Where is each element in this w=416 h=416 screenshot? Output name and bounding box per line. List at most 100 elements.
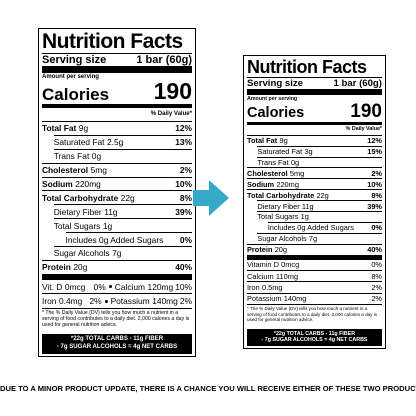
nutrient-name-group: Saturated Fat 3g [257,147,312,156]
nutrient-name-group: Dietary Fiber 11g [257,202,313,211]
nutrient-amount: 0g [91,151,102,162]
nutrient-name-group: Protein 20g [42,262,87,272]
mineral-dv: 2% [89,296,102,306]
nutrient-row: Includes 0g Added Sugars 0% [267,221,382,233]
daily-value-header: % Daily Value* [345,125,382,132]
net-carbs-line: *22g TOTAL CARBS - 11g FIBER [273,330,356,337]
mineral-name-group: Vitamin D 0mcg [247,260,299,269]
calories-row: Calories 190 [247,102,382,121]
serving-row: Serving size 1 bar (60g) [42,53,192,66]
serving-size: 1 bar (60g) [333,77,382,89]
nutrient-dv: 8% [371,190,382,200]
calories-label: Calories [42,85,110,105]
nutrient-name: Trans Fat [257,158,289,168]
nutrient-row: Total Fat 9g 12% [247,134,382,146]
nutrient-name: Sodium [42,178,73,189]
nutrient-amount: 1g [102,220,113,231]
nutrient-name: Trans Fat [53,151,90,162]
nutrient-dv: 12% [175,123,192,134]
mineral-dv: 8% [371,271,382,281]
nutrient-amount: 22g [316,190,329,200]
serving-label: Serving size [42,54,107,67]
mineral-name-group: Calcium 110mg [247,272,298,281]
nutrient-row: Sugar Alcohols 7g [257,232,382,244]
mineral-name: Vitamin D [247,260,279,270]
nutrient-name: Protein [42,262,71,273]
nutrient-name-group: Cholesterol 5mg [42,165,107,175]
nutrient-name-group: Trans Fat 0g [54,151,101,161]
nutrient-row: Total Carbohydrate 22g 8% [247,189,382,200]
nutrient-name: Total Fat [247,136,278,146]
nutrient-name: Sodium [247,179,275,189]
nutrient-amount: 1g [300,212,309,222]
mineral-dv: 2% [371,294,382,304]
mineral-name-group: Iron 0.5mg [247,283,283,292]
nutrient-dv: 0% [371,223,382,233]
nutrient-row: Total Fat 9g 12% [42,120,192,135]
mineral-name: Calcium [114,281,146,292]
nutrient-name-group: Includes 0g Added Sugars [66,235,164,245]
mineral-row: Iron 0.4mg 2% Potassium 140mg 2% [42,293,192,308]
nutrient-amount: 2.5g [107,137,124,148]
medium-rule [247,121,382,125]
nutrient-amount: 11g [104,206,118,217]
mineral-item: Calcium 120mg 10% [115,282,192,292]
nutrient-amount: 5mg [90,165,107,176]
nutrition-label-old: Nutrition Facts Serving size 1 bar (60g) Am… [38,28,196,357]
amount-per-serving: Amount per serving [247,95,298,102]
mineral-name: Vit. D [42,281,63,292]
calories-label: Calories [247,105,305,122]
nutrient-row: Includes 0g Added Sugars 0% [65,232,192,246]
nutrient-row: Cholesterol 5mg 2% [42,162,192,177]
nutrient-name: Includes 0g Added Sugars [267,223,355,233]
nutrient-dv: 2% [371,168,382,178]
nutrient-row: Saturated Fat 2.5g 13% [53,134,192,149]
mineral-name: Potassium [110,296,150,306]
net-carbs-box: *22g TOTAL CARBS - 11g FIBER - 7g SUGAR A… [42,334,192,354]
mineral-row: Potassium 140mg 2% [247,292,382,304]
nutrient-amount: 11g [301,201,314,211]
bullet [108,285,112,288]
serving-row: Serving size 1 bar (60g) [247,76,382,89]
amount-per-serving: Amount per serving [42,74,99,81]
nutrient-name: Cholesterol [247,168,288,178]
mineral-name-group: Potassium 140mg [247,294,306,303]
mineral-item: Potassium 140mg 2% [247,294,382,303]
nutrient-name: Includes 0g Added Sugars [65,234,164,245]
nutrient-dv: 10% [175,178,192,189]
nutrient-name-group: Protein 20g [247,245,287,254]
nutrient-name-group: Total Carbohydrate 22g [247,191,329,200]
mineral-dv: 10% [175,281,192,292]
mineral-dv: 0% [93,281,106,292]
mineral-amount: 140mg [152,296,178,306]
mineral-name-group: Iron 0.4mg [42,296,82,306]
nutrient-row: Total Sugars 1g [257,211,382,222]
mineral-item: Calcium 110mg 8% [247,272,382,281]
nutrient-row: Trans Fat 0g [257,156,382,168]
nutrient-name: Cholesterol [42,165,89,176]
nutrient-name: Saturated Fat [53,137,105,148]
nutrient-dv: 8% [179,192,192,203]
daily-value-header: % Daily Value* [150,111,192,118]
nutrient-amount: 7g [112,248,122,259]
nutrient-dv: 12% [367,136,382,146]
mineral-amount: 140mg [283,294,307,304]
nutrient-row: Total Carbohydrate 22g 8% [42,190,192,204]
mineral-amount: 0mcg [64,281,86,292]
nutrient-name: Protein [247,245,273,255]
nutrient-row: Total Sugars 1g [53,218,192,232]
mineral-name: Potassium [247,294,282,304]
mineral-amount: 0.5mg [261,283,283,293]
mineral-row: Vit. D 0mcg 0% Calcium 120mg 10% [42,280,192,294]
nutrient-name: Sugar Alcohols [53,248,110,259]
nutrient-name-group: Total Sugars 1g [54,221,112,231]
nutrient-name-group: Dietary Fiber 11g [54,207,118,217]
mineral-item: Vitamin D 0mcg 0% [247,260,382,269]
nutrient-amount: 220mg [75,178,101,189]
nutrient-row: Sugar Alcohols 7g [53,245,192,260]
net-carbs-line: *22g TOTAL CARBS - 11g FIBER [70,336,164,343]
nutrient-amount: 9g [279,136,288,146]
nutrient-dv: 40% [367,245,382,255]
nutrient-dv: 15% [367,147,382,157]
label-title: Nutrition Facts [247,57,367,77]
